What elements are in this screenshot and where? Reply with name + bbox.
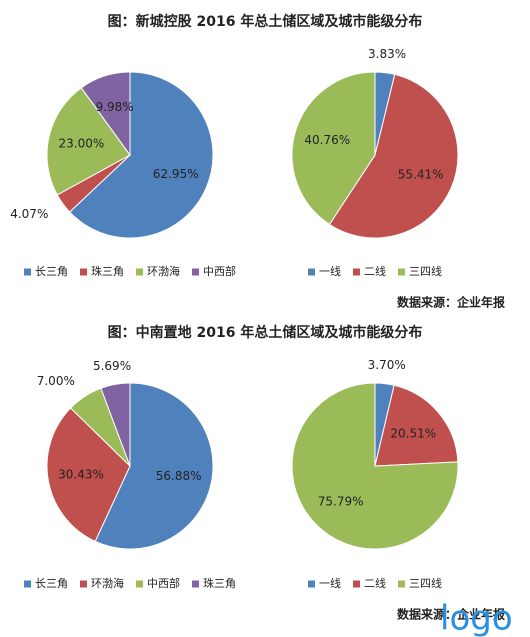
data-label: 56.88%: [156, 469, 202, 483]
legend-swatch: [192, 580, 199, 588]
pie-slice: [94, 382, 214, 550]
legend-swatch: [80, 268, 87, 276]
legend-label: 三四线: [409, 264, 442, 278]
panel-title: 图：新城控股 2016 年总土储区域及城市能级分布: [108, 13, 423, 30]
legend-label: 中西部: [147, 576, 180, 590]
pie-slice: [68, 71, 214, 239]
data-label: 55.41%: [398, 167, 444, 181]
legend-label: 一线: [319, 264, 341, 278]
source-note: 数据来源：企业年报: [397, 295, 505, 310]
legend-swatch: [398, 268, 405, 276]
legend-label: 中西部: [203, 264, 236, 278]
source-note: 数据来源：企业年报: [397, 607, 505, 622]
legend-label: 二线: [364, 576, 386, 590]
legend-swatch: [136, 580, 143, 588]
legend-label: 环渤海: [91, 576, 124, 590]
legend-label: 珠三角: [203, 576, 236, 590]
data-label: 5.69%: [93, 359, 131, 373]
data-label: 9.98%: [96, 100, 134, 114]
legend-swatch: [353, 580, 360, 588]
data-label: 3.70%: [368, 358, 406, 372]
data-label: 30.43%: [58, 468, 104, 482]
legend-label: 长三角: [35, 265, 68, 278]
legend-label: 珠三角: [91, 264, 124, 278]
data-label: 40.76%: [304, 133, 350, 147]
legend-label: 长三角: [35, 577, 68, 590]
legend-label: 二线: [364, 264, 386, 278]
data-label: 7.00%: [37, 374, 75, 388]
legend-swatch: [353, 268, 360, 276]
legend-swatch: [308, 580, 315, 588]
pie-slice: [374, 384, 459, 467]
legend-label: 三四线: [409, 576, 442, 590]
pie-slice: [46, 87, 131, 196]
pie-slice: [100, 382, 131, 467]
legend-label: 环渤海: [147, 264, 180, 278]
legend-swatch: [192, 268, 199, 276]
data-label: 3.83%: [368, 47, 406, 61]
data-label: 20.51%: [390, 427, 436, 441]
data-label: 23.00%: [59, 137, 105, 151]
legend-swatch: [24, 580, 31, 588]
panel-title: 图：中南置地 2016 年总土储区域及城市能级分布: [108, 324, 423, 341]
data-label: 62.95%: [153, 167, 199, 181]
pie-slice: [46, 407, 131, 543]
legend-label: 一线: [319, 576, 341, 590]
pie-slice: [291, 71, 376, 226]
data-label: 4.07%: [10, 207, 48, 221]
pie-slice: [291, 382, 459, 550]
pie-slice: [80, 71, 131, 157]
legend-swatch: [24, 268, 31, 276]
legend-swatch: [308, 268, 315, 276]
pie-slice: [328, 73, 459, 239]
watermark: logo: [440, 599, 513, 637]
legend-swatch: [398, 580, 405, 588]
legend-swatch: [80, 580, 87, 588]
data-label: 75.79%: [318, 495, 364, 509]
legend-swatch: [136, 268, 143, 276]
